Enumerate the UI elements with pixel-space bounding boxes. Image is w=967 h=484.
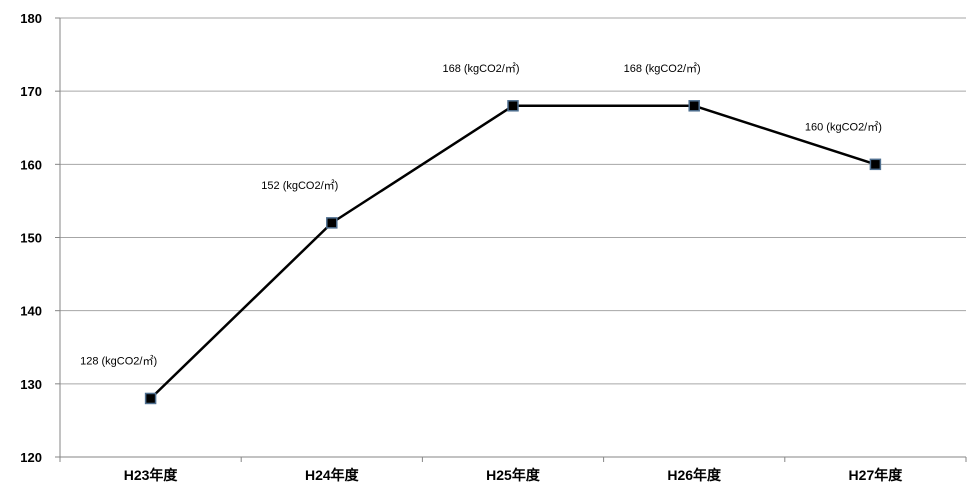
data-label: 168 (kgCO2/㎡) (624, 62, 701, 75)
y-tick-label: 150 (20, 231, 42, 246)
y-tick-labels: 120 130 140 150 160 170 180 (20, 11, 42, 465)
y-tick-label: 120 (20, 450, 42, 465)
data-point-marker (326, 217, 338, 229)
data-label: 168 (kgCO2/㎡) (442, 62, 519, 75)
axes (55, 17, 967, 462)
data-label: 160 (kgCO2/㎡) (805, 120, 882, 133)
y-tick-label: 180 (20, 11, 42, 26)
series-line (149, 104, 876, 400)
x-tick-label: H27年度 (849, 467, 904, 483)
data-point-marker (144, 392, 157, 405)
y-tick-label: 130 (20, 377, 42, 392)
data-markers (144, 100, 882, 405)
x-tick-label: H26年度 (667, 467, 722, 483)
x-tick-label: H24年度 (305, 467, 360, 483)
y-tick-label: 160 (20, 157, 42, 172)
data-label: 128 (kgCO2/㎡) (80, 354, 157, 367)
x-tick-labels: H23年度 H24年度 H25年度 H26年度 H27年度 (124, 467, 903, 483)
data-label: 152 (kgCO2/㎡) (261, 179, 338, 192)
data-point-marker (507, 100, 519, 112)
data-labels: 128 (kgCO2/㎡) 152 (kgCO2/㎡) 168 (kgCO2/㎡) 1… (80, 62, 882, 368)
data-point-marker (869, 158, 882, 171)
y-tick-label: 170 (20, 84, 42, 99)
data-point-marker (688, 100, 700, 112)
y-tick-label: 140 (20, 304, 42, 319)
gridlines (60, 17, 966, 458)
x-tick-label: H23年度 (124, 467, 179, 483)
series-line-path (149, 104, 876, 400)
x-tick-label: H25年度 (486, 467, 541, 483)
